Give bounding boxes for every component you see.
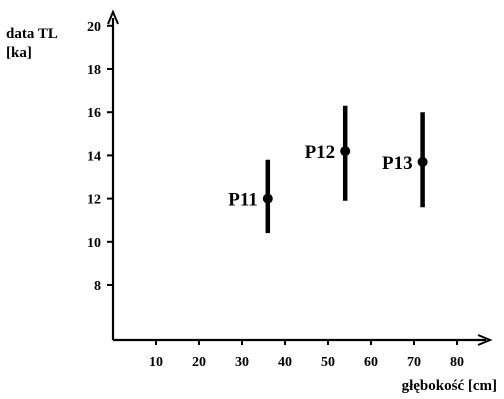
y-tick-label: 10	[87, 236, 101, 251]
x-tick-label: 30	[235, 355, 249, 370]
x-tick-label: 50	[321, 355, 335, 370]
y-axis-title-line-1: data TL	[6, 26, 58, 42]
y-axis-arrow	[107, 9, 119, 25]
y-axis-title-line-2: [ka]	[6, 45, 32, 61]
data-point-p11: P11	[228, 159, 273, 234]
y-tick-label: 20	[87, 20, 101, 35]
x-tick-label: 70	[407, 355, 421, 370]
x-tick-label: 80	[450, 355, 464, 370]
x-ticks: 10 20 30 40 50 60 70 80	[149, 340, 464, 370]
x-axis-arrow	[477, 334, 493, 346]
data-point-p12: P12	[305, 105, 351, 201]
point-label: P13	[382, 153, 413, 174]
point-label: P11	[228, 190, 258, 211]
point-marker	[340, 146, 351, 157]
data-points: P11 P12 P13	[228, 105, 428, 234]
y-ticks: 8 10 12 14 16 18 20	[87, 20, 113, 294]
point-marker	[417, 156, 428, 167]
y-tick-label: 12	[87, 193, 101, 208]
x-tick-label: 60	[364, 355, 378, 370]
point-marker	[262, 193, 273, 204]
y-tick-label: 14	[87, 149, 101, 164]
x-axis-title: głębokość [cm]	[402, 378, 497, 394]
x-tick-label: 40	[278, 355, 292, 370]
x-tick-label: 20	[192, 355, 206, 370]
x-tick-label: 10	[149, 355, 163, 370]
point-label: P12	[305, 142, 336, 163]
y-tick-label: 18	[87, 63, 101, 78]
y-tick-label: 16	[87, 106, 101, 121]
y-tick-label: 8	[94, 279, 101, 294]
data-point-p13: P13	[382, 112, 428, 208]
axes	[107, 9, 493, 346]
